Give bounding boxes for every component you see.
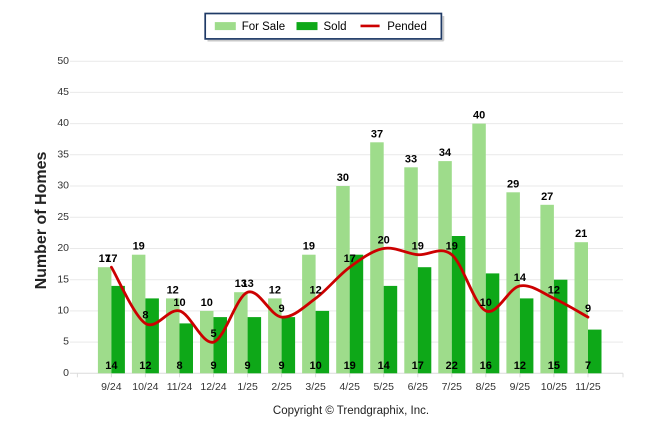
svg-text:29: 29 <box>507 178 519 190</box>
svg-text:19: 19 <box>133 241 145 253</box>
svg-text:3/25: 3/25 <box>305 381 326 393</box>
svg-text:21: 21 <box>575 228 587 240</box>
svg-text:27: 27 <box>541 191 553 203</box>
svg-text:9: 9 <box>210 360 216 372</box>
svg-text:15: 15 <box>57 273 69 285</box>
svg-text:12/24: 12/24 <box>200 381 226 393</box>
svg-text:Pended: Pended <box>387 21 427 33</box>
svg-text:15: 15 <box>548 360 560 372</box>
svg-text:9/25: 9/25 <box>510 381 531 393</box>
svg-text:2/25: 2/25 <box>271 381 292 393</box>
svg-text:11/25: 11/25 <box>575 381 601 393</box>
svg-text:9/24: 9/24 <box>101 381 122 393</box>
svg-text:14: 14 <box>105 360 118 372</box>
svg-text:37: 37 <box>371 128 383 140</box>
svg-text:14: 14 <box>514 272 527 284</box>
svg-text:40: 40 <box>473 110 485 122</box>
svg-text:12: 12 <box>309 284 321 296</box>
svg-text:45: 45 <box>57 86 69 98</box>
svg-text:0: 0 <box>63 367 69 379</box>
svg-text:17: 17 <box>412 360 424 372</box>
svg-text:1/25: 1/25 <box>237 381 258 393</box>
svg-text:50: 50 <box>57 55 69 67</box>
svg-text:12: 12 <box>167 284 179 296</box>
svg-text:8: 8 <box>142 309 148 321</box>
svg-text:10/25: 10/25 <box>541 381 567 393</box>
svg-text:40: 40 <box>57 117 69 129</box>
svg-text:25: 25 <box>57 211 69 223</box>
svg-text:30: 30 <box>337 172 349 184</box>
svg-text:9: 9 <box>279 303 285 315</box>
svg-text:5: 5 <box>210 328 216 340</box>
svg-text:7: 7 <box>585 360 591 372</box>
svg-text:10: 10 <box>309 360 321 372</box>
svg-text:7/25: 7/25 <box>442 381 463 393</box>
svg-text:10: 10 <box>173 297 185 309</box>
svg-text:12: 12 <box>269 284 281 296</box>
svg-text:5/25: 5/25 <box>373 381 394 393</box>
svg-text:10: 10 <box>57 305 69 317</box>
svg-text:19: 19 <box>344 360 356 372</box>
svg-text:Number of Homes: Number of Homes <box>33 152 50 290</box>
svg-text:12: 12 <box>548 284 560 296</box>
svg-text:13: 13 <box>235 278 247 290</box>
svg-text:35: 35 <box>57 148 69 160</box>
svg-text:14: 14 <box>378 360 391 372</box>
svg-text:34: 34 <box>439 147 452 159</box>
svg-text:8/25: 8/25 <box>476 381 497 393</box>
svg-text:9: 9 <box>245 360 251 372</box>
svg-text:17: 17 <box>344 253 356 265</box>
svg-text:6/25: 6/25 <box>408 381 429 393</box>
svg-text:30: 30 <box>57 180 69 192</box>
svg-text:10: 10 <box>480 297 492 309</box>
svg-text:17: 17 <box>99 253 111 265</box>
svg-text:12: 12 <box>514 360 526 372</box>
svg-text:16: 16 <box>480 360 492 372</box>
svg-text:11/24: 11/24 <box>167 381 193 393</box>
svg-text:13: 13 <box>241 278 253 290</box>
svg-text:17: 17 <box>105 253 117 265</box>
svg-text:19: 19 <box>303 241 315 253</box>
svg-text:20: 20 <box>378 235 390 247</box>
svg-text:4/25: 4/25 <box>339 381 360 393</box>
svg-text:8: 8 <box>176 360 182 372</box>
svg-text:9: 9 <box>585 303 591 315</box>
svg-text:For Sale: For Sale <box>242 21 285 33</box>
svg-text:12: 12 <box>139 360 151 372</box>
svg-text:19: 19 <box>446 241 458 253</box>
svg-text:Copyright © Trendgraphix, Inc.: Copyright © Trendgraphix, Inc. <box>273 405 429 417</box>
svg-text:5: 5 <box>63 336 69 348</box>
svg-text:10/24: 10/24 <box>132 381 158 393</box>
svg-text:10: 10 <box>201 297 213 309</box>
svg-text:9: 9 <box>279 360 285 372</box>
svg-text:19: 19 <box>412 241 424 253</box>
svg-text:20: 20 <box>57 242 69 254</box>
svg-text:Sold: Sold <box>324 21 347 33</box>
svg-text:22: 22 <box>446 360 458 372</box>
svg-text:33: 33 <box>405 153 417 165</box>
